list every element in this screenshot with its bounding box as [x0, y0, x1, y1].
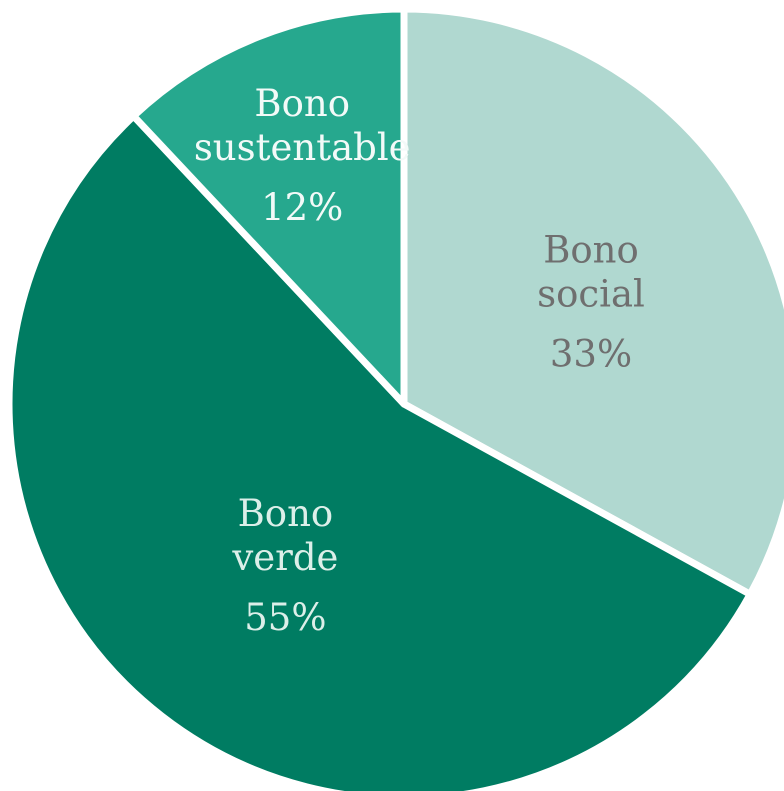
pie-labels: Bono social 33%Bono verde 55%Bono sustentable…	[194, 82, 645, 639]
slice-label: Bono social 33%	[537, 228, 645, 375]
slice-value-label: 55%	[244, 596, 326, 639]
slice-name-label: social	[537, 272, 645, 315]
slice-name-label: Bono	[238, 492, 334, 535]
slice-name-label: verde	[231, 536, 338, 579]
slice-label: Bono verde 55%	[231, 492, 338, 639]
pie-slice	[5, 112, 754, 791]
pie-slice	[400, 5, 784, 598]
slice-name-label: sustentable	[194, 126, 411, 169]
pie-slice	[130, 5, 408, 408]
slice-name-label: Bono	[543, 228, 639, 271]
slice-label: Bono sustentable 12%	[194, 82, 411, 229]
slice-name-label: Bono	[254, 82, 350, 125]
slice-value-label: 33%	[550, 332, 632, 375]
slice-value-label: 12%	[261, 186, 343, 229]
pie-slices	[5, 5, 784, 791]
